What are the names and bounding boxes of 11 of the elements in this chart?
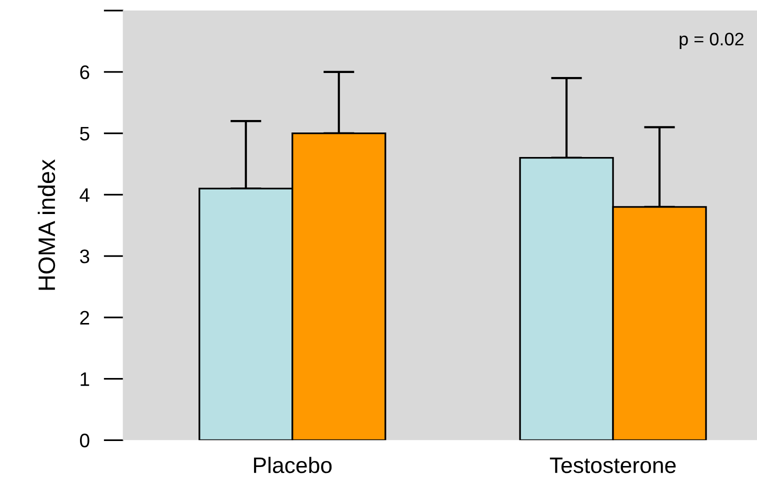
y-axis-title: HOMA index bbox=[38, 159, 56, 290]
y-tick-label: 4 bbox=[80, 188, 90, 202]
y-tick-label: 5 bbox=[80, 126, 90, 141]
x-tick-label: Placebo bbox=[254, 456, 332, 474]
annotation: p = 0.02 bbox=[680, 32, 744, 50]
y-tick-label: 0 bbox=[80, 434, 90, 448]
y-tick-label: 3 bbox=[80, 250, 90, 264]
x-tick-label: Testosterone bbox=[550, 458, 676, 474]
y-tick-label: 1 bbox=[80, 372, 90, 386]
y-tick-label: 6 bbox=[80, 65, 90, 80]
y-tick-label: 2 bbox=[80, 310, 90, 324]
